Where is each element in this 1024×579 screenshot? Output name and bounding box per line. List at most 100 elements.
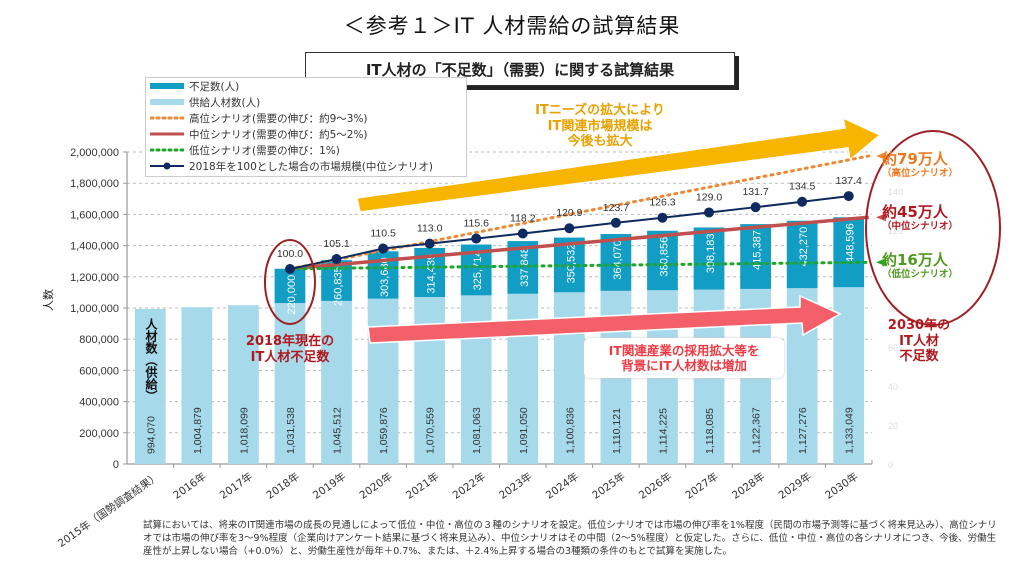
bar-supply-label: 1,031,538 <box>285 407 297 454</box>
market-index-point <box>797 196 808 207</box>
market-index-label: 100.0 <box>277 248 303 260</box>
market-index-label: 131.7 <box>742 186 768 198</box>
bar-supply-label: 1,091,050 <box>518 407 530 454</box>
low-marker-icon <box>876 258 886 267</box>
market-index-point <box>704 207 715 218</box>
bar-supply <box>228 305 259 464</box>
bar-supply-label: 1,127,276 <box>797 407 809 454</box>
red-arrow-icon <box>367 294 842 344</box>
bar-supply-label: 1,018,099 <box>238 407 250 454</box>
bar-shortage-label: 415,387 <box>752 230 764 270</box>
high-scenario-callout: 約79万人 （高位シナリオ） <box>882 150 982 179</box>
x-tick-label: 2023年 <box>497 470 535 502</box>
market-index-point <box>610 217 621 228</box>
footnote: 試算においては、将来のIT関連市場の成長の見通しによって低位・中位・高位の３種の… <box>143 520 997 557</box>
bar-shortage-label: 448,596 <box>845 223 857 263</box>
market-index-point <box>331 254 342 265</box>
market-index-point <box>843 191 854 202</box>
y-tick-label: 1,600,000 <box>70 209 119 221</box>
y-tick-label: 0 <box>113 459 119 471</box>
x-tick-label: 2029年 <box>776 470 814 502</box>
market-index-label: 113.0 <box>417 223 443 235</box>
bar-supply-label: 1,100,836 <box>564 407 576 454</box>
market-index-label: 105.1 <box>323 238 349 250</box>
bar-shortage-label: 398,183 <box>705 233 717 273</box>
legend-swatch-index-icon <box>150 159 184 173</box>
y-tick-label: 1,000,000 <box>70 303 119 315</box>
legend-label: 不足数(人) <box>189 80 240 93</box>
bar-shortage <box>786 220 818 289</box>
high-marker-icon <box>876 152 886 161</box>
legend-item-index: 2018年を100とした場合の市場規模(中位シナリオ) <box>146 158 466 174</box>
ellipse-2030-highlight <box>865 130 1001 326</box>
x-tick-label: 2020年 <box>357 470 395 502</box>
legend-item-mid: 中位シナリオ(需要の伸び：約5〜2%) <box>146 126 466 142</box>
bar-supply-label: 1,004,879 <box>192 407 204 454</box>
y-tick-label: 2,000,000 <box>70 147 119 159</box>
y2-tick-label: 120 <box>888 226 903 236</box>
bar-supply-label: 1,059,876 <box>378 407 390 454</box>
supply-vertical-label: 人材数（供給） <box>144 318 158 402</box>
market-index-label: 110.5 <box>370 228 396 240</box>
mid-value: 約45万人 <box>882 203 948 221</box>
y2-tick-label: 0 <box>888 460 893 470</box>
ellipse-2018-highlight <box>263 239 316 325</box>
market-index-label: 137.4 <box>836 175 862 187</box>
yellow-arrow-icon <box>356 116 882 213</box>
market-index-label: 129.0 <box>696 191 722 203</box>
market-index-label: 123.7 <box>603 202 629 214</box>
annotation-line: 2030年の <box>887 318 951 333</box>
y2-tick-label: 100 <box>888 265 903 275</box>
x-tick-label: 2019年 <box>310 470 348 502</box>
y2-tick-label: 20 <box>888 421 898 431</box>
bar-shortage-label: 220,000 <box>286 275 298 315</box>
market-index-point <box>750 202 761 213</box>
market-index-label: 115.6 <box>463 218 489 230</box>
bar-supply <box>274 303 306 464</box>
current-shortage-label: 2018年現在の IT人材不足数 <box>235 334 345 365</box>
x-tick-label: 2017年 <box>217 470 255 502</box>
chart-title: IT人材の「不足数」（需要）に関する試算結果 <box>305 52 735 86</box>
annotation-line: 不足数 <box>899 349 939 365</box>
high-label: （高位シナリオ） <box>882 168 959 179</box>
bar-shortage <box>647 230 678 291</box>
annotation-line: ITニーズの拡大により <box>535 103 665 118</box>
y-tick-label: 800,000 <box>79 334 119 346</box>
market-index-point <box>471 233 482 244</box>
bar-supply-label: 1,045,512 <box>332 407 344 454</box>
bar-supply <box>181 307 213 464</box>
bar-shortage-label: 337,848 <box>519 247 531 287</box>
y2-tick-label: 60 <box>888 343 898 353</box>
bar-shortage-label: 350,532 <box>565 244 577 284</box>
legend-label: 2018年を100とした場合の市場規模(中位シナリオ) <box>189 160 433 173</box>
bar-supply-label: 1,133,049 <box>844 407 856 454</box>
bar-shortage <box>274 268 306 304</box>
market-index-point <box>424 238 435 249</box>
market-index-point <box>378 243 389 254</box>
x-tick-label: 2018年 <box>264 470 302 502</box>
line-mid-scenario <box>289 215 869 271</box>
y2-tick-label: 40 <box>888 382 898 392</box>
y-axis-title: 人数 <box>42 289 55 311</box>
market-index-point <box>657 212 668 223</box>
bar-supply-label: 1,070,559 <box>425 407 437 454</box>
bar-supply-label: 1,081,063 <box>471 407 483 454</box>
bar-supply <box>833 287 865 464</box>
x-tick-label: 2024年 <box>543 470 581 502</box>
legend-item-shortage: 不足数(人) <box>146 78 466 94</box>
annotation-line: IT関連産業の採用拡大等を <box>608 343 760 358</box>
annotation-line: 今後も拡大 <box>567 134 633 150</box>
low-value: 約16万人 <box>882 251 948 269</box>
bar-shortage-label: 260,835 <box>333 266 345 306</box>
y-tick-label: 1,800,000 <box>70 178 119 190</box>
red-arrow-textbox: IT関連産業の採用拡大等を 背景にIT人材数は増加 <box>584 338 784 378</box>
bar-shortage-label: 364,070 <box>612 240 624 280</box>
bar-shortage <box>600 234 632 291</box>
market-index-point <box>564 223 575 234</box>
bar-supply-label: 1,114,225 <box>657 408 669 454</box>
annotation-line: IT人材不足数 <box>250 349 330 365</box>
low-scenario-callout: 約16万人 （低位シナリオ） <box>882 251 982 280</box>
legend-label: 中位シナリオ(需要の伸び：約5〜2%) <box>189 128 368 141</box>
y-tick-label: 1,400,000 <box>70 241 119 253</box>
